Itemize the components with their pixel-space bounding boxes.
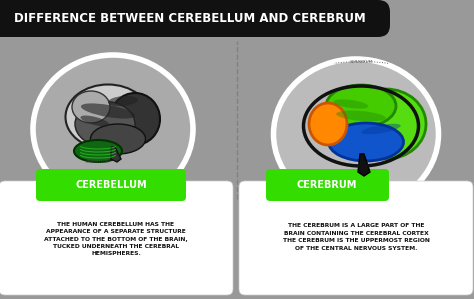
Ellipse shape [33,55,193,203]
FancyBboxPatch shape [0,181,233,295]
Polygon shape [111,147,121,162]
Ellipse shape [346,89,426,159]
Ellipse shape [75,101,135,147]
Ellipse shape [110,93,160,145]
Ellipse shape [91,124,146,154]
Polygon shape [358,154,370,176]
Text: DIFFERENCE BETWEEN CEREBELLUM AND CEREBRUM: DIFFERENCE BETWEEN CEREBELLUM AND CEREBR… [14,13,366,25]
FancyBboxPatch shape [239,181,473,295]
FancyBboxPatch shape [266,169,389,201]
Text: THE CEREBRUM IS A LARGE PART OF THE
BRAIN CONTAINING THE CEREBRAL CORTEX
THE CER: THE CEREBRUM IS A LARGE PART OF THE BRAI… [283,223,429,251]
Ellipse shape [334,99,368,109]
FancyBboxPatch shape [36,169,186,201]
Ellipse shape [309,103,347,145]
Ellipse shape [81,115,109,126]
Ellipse shape [361,124,401,134]
Ellipse shape [72,91,110,123]
Ellipse shape [328,123,403,161]
Ellipse shape [81,103,135,119]
Text: THE HUMAN CEREBELLUM HAS THE
APPEARANCE OF A SEPARATE STRUCTURE
ATTACHED TO THE : THE HUMAN CEREBELLUM HAS THE APPEARANCE … [44,222,188,256]
Ellipse shape [326,85,396,127]
Ellipse shape [74,140,122,162]
Text: CEREBELLUM: CEREBELLUM [75,180,147,190]
Text: CEREBELLUM: CEREBELLUM [86,160,110,164]
FancyBboxPatch shape [0,0,390,37]
Ellipse shape [273,59,438,209]
Ellipse shape [108,96,138,106]
FancyBboxPatch shape [0,0,200,37]
Text: CEREBRUM: CEREBRUM [297,180,357,190]
Ellipse shape [65,85,151,150]
Text: CEREBRUM: CEREBRUM [349,60,373,64]
Ellipse shape [336,111,386,121]
